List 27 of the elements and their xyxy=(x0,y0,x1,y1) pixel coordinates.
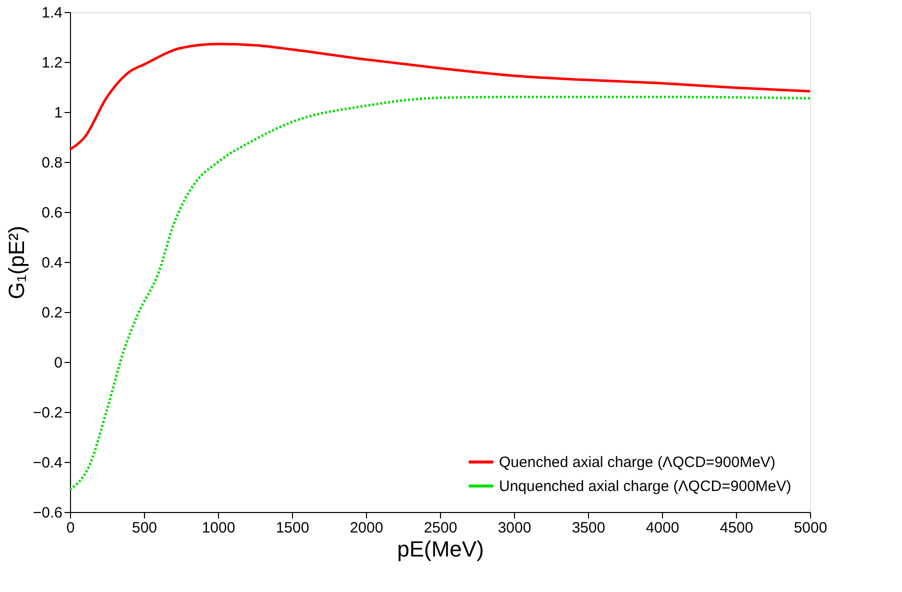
x-tick-label: 3000 xyxy=(498,520,532,536)
y-tick-label: 0.6 xyxy=(42,204,62,222)
x-tick-label: 4000 xyxy=(646,520,680,536)
x-tick-label: 1000 xyxy=(202,520,236,536)
x-tick-label: 500 xyxy=(132,520,158,536)
x-tick-label: 1500 xyxy=(276,520,310,536)
y-tick-label: −0.4 xyxy=(32,454,62,472)
y-tick-label: 1.4 xyxy=(42,4,62,22)
x-tick-label: 3500 xyxy=(572,520,606,536)
y-tick-label: 0.2 xyxy=(42,304,62,322)
y-tick-label: 0 xyxy=(54,354,62,372)
x-tick-label: 4500 xyxy=(720,520,754,536)
x-tick-label: 2000 xyxy=(350,520,384,536)
x-tick-label: 5000 xyxy=(794,520,828,536)
legend-label: Unquenched axial charge (ΛQCD=900MeV) xyxy=(499,478,792,495)
x-axis-title: pE(MeV) xyxy=(397,536,484,562)
y-tick-label: 0.8 xyxy=(42,154,62,172)
legend-label: Quenched axial charge (ΛQCD=900MeV) xyxy=(499,454,776,471)
y-tick-label: −0.2 xyxy=(32,404,62,422)
y-tick-label: 1.2 xyxy=(42,54,62,72)
x-tick-label: 2500 xyxy=(424,520,458,536)
line-series xyxy=(68,42,812,151)
y-tick-label: −0.6 xyxy=(32,504,62,522)
y-tick-label: 1 xyxy=(54,104,62,122)
x-tick-label: 0 xyxy=(66,520,75,536)
y-axis-title: G₁(pE²) xyxy=(4,226,29,300)
y-tick-label: 0.4 xyxy=(42,254,62,272)
